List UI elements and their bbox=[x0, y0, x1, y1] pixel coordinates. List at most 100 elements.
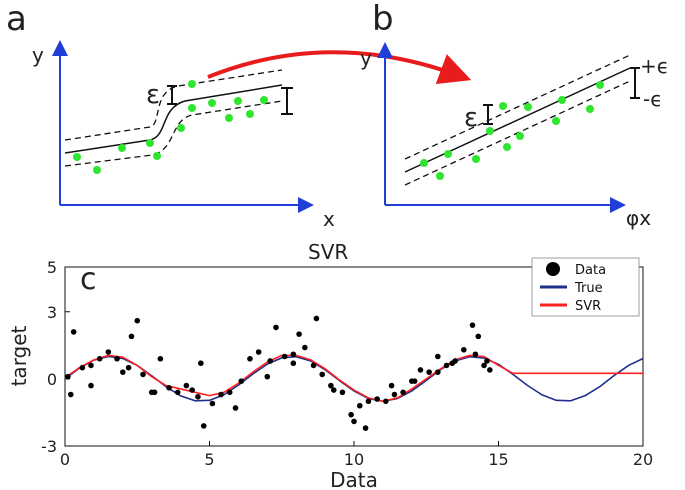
panel-a-epsilon-bracket-left bbox=[167, 85, 177, 105]
panel-a-epsilon-label: ε bbox=[146, 80, 160, 110]
panel-b: b y φx ε bbox=[360, 0, 669, 230]
panel-b-epsilon-label: ε bbox=[464, 103, 478, 133]
data-point bbox=[226, 389, 233, 396]
data-point bbox=[388, 382, 395, 389]
data-point bbox=[449, 360, 456, 367]
data-point bbox=[328, 382, 334, 389]
panel-a-xlabel: x bbox=[323, 207, 335, 231]
legend-label-true: True bbox=[574, 281, 603, 296]
panel-b-point bbox=[499, 102, 507, 110]
x-tick-label: 5 bbox=[204, 450, 214, 469]
data-point bbox=[302, 344, 308, 351]
panel-b-regression-line bbox=[404, 67, 631, 173]
data-point bbox=[356, 402, 363, 409]
data-point bbox=[238, 378, 245, 384]
data-point bbox=[310, 362, 317, 369]
data-point bbox=[290, 360, 297, 367]
data-point bbox=[461, 346, 467, 353]
data-point bbox=[88, 382, 94, 389]
data-point bbox=[475, 333, 482, 340]
panel-a-point bbox=[246, 110, 254, 118]
data-point bbox=[264, 373, 271, 380]
panel-a-lower-margin bbox=[64, 100, 283, 167]
panel-a-point bbox=[208, 99, 216, 107]
panel-a-letter: a bbox=[6, 0, 27, 39]
data-point bbox=[267, 358, 273, 364]
panel-b-point bbox=[524, 103, 532, 111]
data-point bbox=[374, 396, 380, 402]
y-axis-label: target bbox=[7, 325, 31, 386]
data-point bbox=[232, 405, 239, 411]
data-point bbox=[218, 391, 224, 398]
chart-lines bbox=[64, 354, 644, 403]
y-tick-label: 3 bbox=[47, 303, 57, 322]
data-point bbox=[198, 360, 204, 367]
data-point bbox=[88, 362, 94, 369]
data-point bbox=[469, 322, 476, 328]
data-point bbox=[362, 425, 369, 431]
panel-c-letter: c bbox=[80, 262, 97, 297]
panel-a-point bbox=[93, 166, 101, 174]
panel-b-point bbox=[516, 132, 524, 140]
panel-b-point bbox=[552, 117, 560, 125]
data-point bbox=[382, 398, 389, 405]
data-point bbox=[435, 353, 441, 360]
panel-a-point bbox=[225, 114, 233, 122]
data-point bbox=[96, 355, 103, 362]
panel-a-point bbox=[153, 152, 161, 160]
panel-b-point bbox=[558, 96, 566, 104]
data-point bbox=[195, 393, 201, 400]
panel-b-xlabel: φx bbox=[626, 206, 651, 230]
data-point bbox=[400, 389, 406, 396]
data-point bbox=[339, 389, 346, 396]
y-tick-label: 5 bbox=[47, 258, 57, 277]
data-point bbox=[484, 358, 490, 364]
data-point bbox=[417, 367, 424, 373]
panel-a-point bbox=[188, 80, 196, 88]
data-point bbox=[65, 373, 71, 380]
x-axis-label: Data bbox=[330, 468, 378, 490]
panel-b-point bbox=[503, 143, 511, 151]
panel-b-epsilon-bracket-right bbox=[630, 67, 640, 99]
data-point bbox=[183, 382, 190, 389]
data-point bbox=[166, 385, 172, 391]
panel-a-points bbox=[73, 80, 268, 174]
data-point bbox=[134, 317, 141, 324]
data-point bbox=[209, 400, 216, 407]
legend: Data True SVR bbox=[531, 257, 640, 317]
data-point bbox=[313, 315, 320, 322]
panel-a-point bbox=[234, 97, 242, 105]
legend-label-svr: SVR bbox=[575, 299, 601, 314]
panel-b-point bbox=[486, 127, 494, 135]
data-point bbox=[426, 369, 432, 375]
data-point bbox=[330, 387, 337, 393]
data-point bbox=[157, 355, 164, 362]
data-point bbox=[391, 391, 398, 398]
panel-b-letter: b bbox=[372, 0, 394, 39]
y-tick-label: -3 bbox=[41, 437, 57, 456]
panel-b-minus-epsilon: -ϵ bbox=[643, 87, 663, 111]
panel-a-point bbox=[118, 144, 126, 152]
panel-a-caption: SVR bbox=[308, 240, 348, 264]
panel-a: a y x ε bbox=[6, 0, 348, 264]
y-tick-label: 0 bbox=[47, 370, 57, 389]
data-point bbox=[200, 423, 207, 429]
data-point bbox=[140, 371, 146, 378]
panel-a-point bbox=[73, 153, 81, 161]
data-point bbox=[443, 362, 450, 369]
data-point bbox=[273, 324, 279, 331]
data-point bbox=[114, 355, 120, 362]
panel-b-point bbox=[436, 172, 444, 180]
data-point bbox=[255, 349, 262, 355]
legend-label-data: Data bbox=[575, 263, 606, 278]
mapping-arrow bbox=[207, 50, 472, 85]
data-point bbox=[67, 391, 74, 398]
panel-a-point bbox=[260, 96, 268, 104]
panel-a-regression-curve bbox=[64, 84, 283, 154]
data-point bbox=[319, 371, 326, 378]
data-point bbox=[70, 329, 77, 335]
data-point bbox=[351, 418, 357, 425]
data-point bbox=[487, 367, 493, 373]
data-point bbox=[120, 369, 126, 375]
panel-b-plus-epsilon: +ϵ bbox=[640, 54, 669, 78]
